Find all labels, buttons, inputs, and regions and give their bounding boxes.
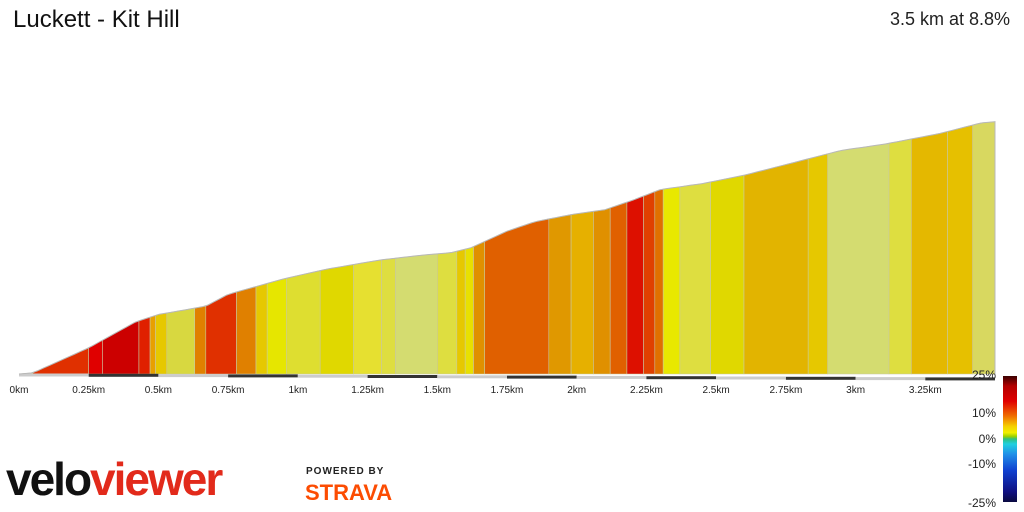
x-tick-label: 2km — [567, 385, 586, 396]
ground-segment-13 — [925, 377, 995, 381]
x-tick-label: 0.5km — [145, 385, 172, 396]
x-tick-label: 2.5km — [702, 385, 729, 396]
gradient-legend-bar — [1003, 376, 1017, 502]
strava-logo: STRAVA — [305, 480, 393, 505]
gradient-segment-26 — [609, 201, 628, 375]
gradient-segment-2 — [88, 339, 103, 375]
gradient-segment-34 — [807, 153, 829, 375]
x-tick-label: 1km — [288, 385, 307, 396]
gradient-segment-14 — [319, 264, 354, 375]
x-tick-label: 1.75km — [491, 385, 524, 396]
gradient-segment-39 — [972, 121, 996, 375]
ground-segment-12 — [855, 377, 926, 381]
gradient-segment-37 — [910, 131, 948, 375]
gradient-segment-29 — [654, 188, 664, 375]
gradient-segment-10 — [236, 286, 257, 375]
gradient-segment-24 — [570, 211, 594, 375]
gradient-segment-22 — [484, 218, 550, 375]
ground-segment-2 — [158, 374, 229, 378]
ground-segment-0 — [19, 373, 89, 377]
gradient-segment-28 — [643, 191, 656, 375]
x-tick-label: 0.75km — [212, 385, 245, 396]
ground-segment-4 — [297, 374, 368, 378]
gradient-segment-13 — [286, 270, 321, 375]
ground-segment-8 — [576, 375, 647, 379]
legend-tick-25: 25% — [971, 368, 996, 382]
x-tick-label: 3.25km — [909, 385, 942, 396]
legend-tick-minus-10: -10% — [967, 457, 996, 471]
gradient-segment-18 — [436, 250, 458, 375]
gradient-segment-11 — [255, 282, 268, 375]
gradient-segment-30 — [662, 186, 681, 375]
gradient-segment-27 — [626, 195, 644, 375]
gradient-segment-31 — [679, 181, 711, 375]
x-tick-label: 1.5km — [424, 385, 451, 396]
ground-segment-6 — [437, 375, 507, 379]
gradient-segment-38 — [947, 124, 974, 375]
powered-by-label: POWERED BY — [306, 466, 385, 477]
gradient-segment-7 — [166, 307, 195, 375]
distance-axis-line — [19, 373, 995, 381]
x-tick-label: 2.75km — [770, 385, 803, 396]
gradient-segment-35 — [827, 142, 890, 375]
gradient-segment-19 — [456, 248, 466, 375]
climb-summary: 3.5 km at 8.8% — [889, 9, 1010, 29]
gradient-segment-4 — [138, 316, 151, 375]
gradient-segment-25 — [593, 207, 611, 375]
logo-velo-text: velo — [6, 453, 92, 505]
ground-segment-11 — [785, 376, 856, 380]
ground-segment-3 — [228, 374, 298, 378]
gradient-segment-8 — [194, 305, 207, 375]
gradient-segment-20 — [464, 246, 474, 375]
legend-tick-0: 0% — [978, 432, 996, 446]
gradient-segment-33 — [743, 158, 809, 375]
gradient-segment-16 — [381, 257, 396, 375]
ground-segment-10 — [716, 376, 786, 380]
page-title: Luckett - Kit Hill — [13, 6, 180, 33]
legend-tick-minus-25: -25% — [967, 496, 996, 510]
veloviewer-logo: veloviewer — [6, 453, 223, 505]
gradient-segment-15 — [353, 259, 382, 375]
gradient-segment-21 — [473, 241, 486, 375]
gradient-segment-6 — [155, 312, 168, 375]
gradient-segment-12 — [266, 277, 288, 375]
ground-segment-5 — [367, 375, 438, 378]
x-tick-label: 1.25km — [351, 385, 384, 396]
ground-segment-7 — [507, 375, 577, 379]
gradient-segment-17 — [395, 253, 438, 375]
gradient-segment-23 — [548, 214, 572, 375]
gradient-segment-5 — [149, 314, 156, 375]
gradient-segment-36 — [888, 138, 912, 375]
x-tick-label: 0km — [10, 385, 29, 396]
x-tick-label: 3km — [846, 385, 865, 396]
distance-axis-ticks: 0km 0.25km 0.5km 0.75km 1km 1.25km 1.5km 1.75km… — [10, 385, 942, 396]
ground-segment-9 — [646, 376, 717, 380]
x-tick-label: 2.25km — [630, 385, 663, 396]
profile-outline — [18, 121, 996, 375]
legend-tick-10: 10% — [971, 406, 996, 420]
logo-viewer-text: viewer — [90, 453, 223, 505]
x-tick-label: 0.25km — [72, 385, 105, 396]
gradient-segments — [18, 121, 996, 375]
elevation-profile-chart: 0km 0.25km 0.5km 0.75km 1km 1.25km 1.5km 1.75km… — [10, 121, 996, 396]
gradient-segment-32 — [710, 174, 745, 375]
gradient-segment-3 — [102, 320, 140, 375]
ground-segment-1 — [88, 373, 159, 377]
